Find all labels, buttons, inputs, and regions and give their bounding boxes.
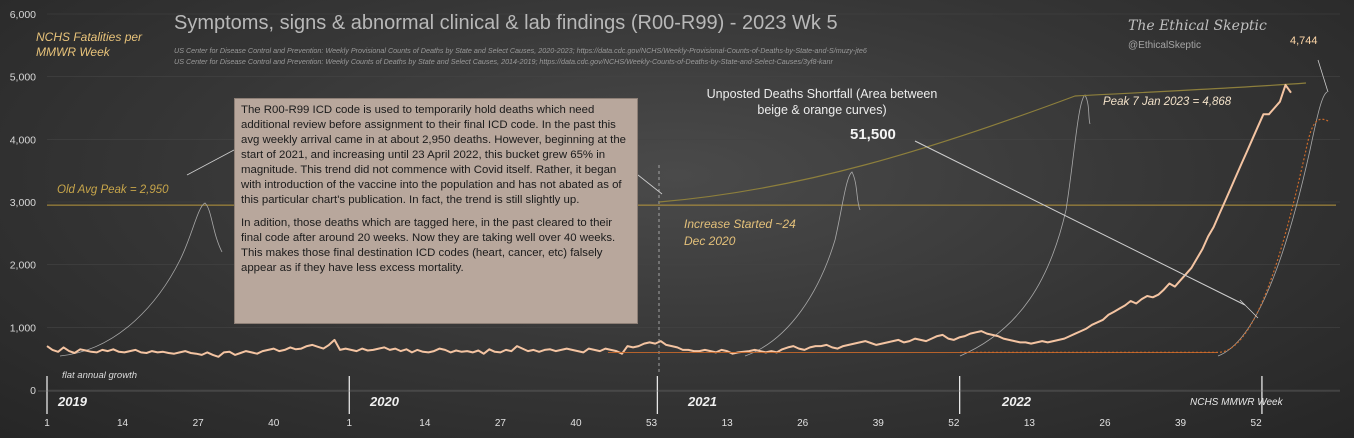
year-label-2022: 2022 xyxy=(1002,394,1031,409)
x-tick-label: 52 xyxy=(1251,418,1263,429)
pointer-shortfall xyxy=(914,140,1246,306)
source-note-2: US Center for Disease Control and Preven… xyxy=(174,57,833,66)
x-tick-label: 26 xyxy=(1099,418,1111,429)
x-axis-title: NCHS MMWR Week xyxy=(1190,397,1283,408)
series-main-line xyxy=(46,83,1292,358)
flat-growth-label: flat annual growth xyxy=(62,370,137,381)
pointer-last-value xyxy=(1317,59,1329,93)
y-axis-title: NCHS Fatalities per MMWR Week xyxy=(36,30,143,59)
x-tick-label: 27 xyxy=(193,418,205,429)
x-tick-label: 13 xyxy=(1024,418,1036,429)
bell-curve xyxy=(744,171,861,357)
brand-logo: The Ethical Skeptic xyxy=(1128,18,1267,34)
annotation-pointers xyxy=(186,59,1329,319)
explanation-callout: The R00-R99 ICD code is used to temporar… xyxy=(234,98,638,324)
x-tick-label: 27 xyxy=(495,418,507,429)
year-label-2021: 2021 xyxy=(688,394,717,409)
year-label-2020: 2020 xyxy=(370,394,399,409)
shortfall-title: Unposted Deaths Shortfall (Area between … xyxy=(706,87,938,117)
pointer-old-avg xyxy=(186,149,235,176)
x-tick-label: 1 xyxy=(346,418,352,429)
pointer-increase xyxy=(637,174,663,195)
shortfall-arrow xyxy=(1239,299,1259,319)
year-dividers xyxy=(38,165,1340,414)
x-tick-label: 53 xyxy=(646,418,658,429)
x-tick-label: 40 xyxy=(268,418,280,429)
y-axis-ticks: 0 1,000 2,000 3,000 4,000 5,000 6,000 xyxy=(10,9,36,397)
x-tick-label: 14 xyxy=(419,418,431,429)
series-shortfall-line xyxy=(960,118,1331,353)
callout-paragraph-1: The R00-R99 ICD code is used to temporar… xyxy=(241,104,626,206)
series-lines xyxy=(46,83,1331,358)
bell-curve xyxy=(59,202,223,357)
chart-title: Symptoms, signs & abnormal clinical & la… xyxy=(174,12,838,34)
x-tick-label: 39 xyxy=(873,418,885,429)
y-tick-label: 3,000 xyxy=(10,197,36,209)
year-label-2019: 2019 xyxy=(58,394,87,409)
bell-curve xyxy=(1217,91,1328,357)
increase-started-label: Increase Started ~24 Dec 2020 xyxy=(684,217,796,248)
y-tick-label: 4,000 xyxy=(10,134,36,146)
bell-curve xyxy=(959,94,1091,357)
brand-handle: @EthicalSkeptic xyxy=(1128,40,1201,51)
y-tick-label: 0 xyxy=(30,385,36,397)
x-tick-label: 52 xyxy=(948,418,960,429)
x-axis-ticks: 1 14 27 40 1 14 27 40 53 13 26 39 52 13 26 39 52 xyxy=(44,418,1262,429)
y-tick-label: 2,000 xyxy=(10,260,36,272)
x-tick-label: 13 xyxy=(722,418,734,429)
source-note-1: US Center for Disease Control and Preven… xyxy=(174,46,867,55)
decorative-bell-curves xyxy=(59,82,1328,357)
x-tick-label: 1 xyxy=(44,418,50,429)
old-avg-label: Old Avg Peak = 2,950 xyxy=(57,184,169,196)
shortfall-value: 51,500 xyxy=(850,126,896,143)
y-tick-label: 5,000 xyxy=(10,72,36,84)
callout-paragraph-2: In adition, those deaths which are tagge… xyxy=(241,217,616,274)
x-tick-label: 26 xyxy=(797,418,809,429)
x-tick-label: 14 xyxy=(117,418,129,429)
x-tick-label: 40 xyxy=(570,418,582,429)
y-tick-label: 1,000 xyxy=(10,322,36,334)
x-tick-label: 39 xyxy=(1175,418,1187,429)
last-value-label: 4,744 xyxy=(1290,35,1318,47)
trend-curve xyxy=(658,82,1307,203)
peak-note: Peak 7 Jan 2023 = 4,868 xyxy=(1103,96,1232,108)
y-tick-label: 6,000 xyxy=(10,9,36,21)
